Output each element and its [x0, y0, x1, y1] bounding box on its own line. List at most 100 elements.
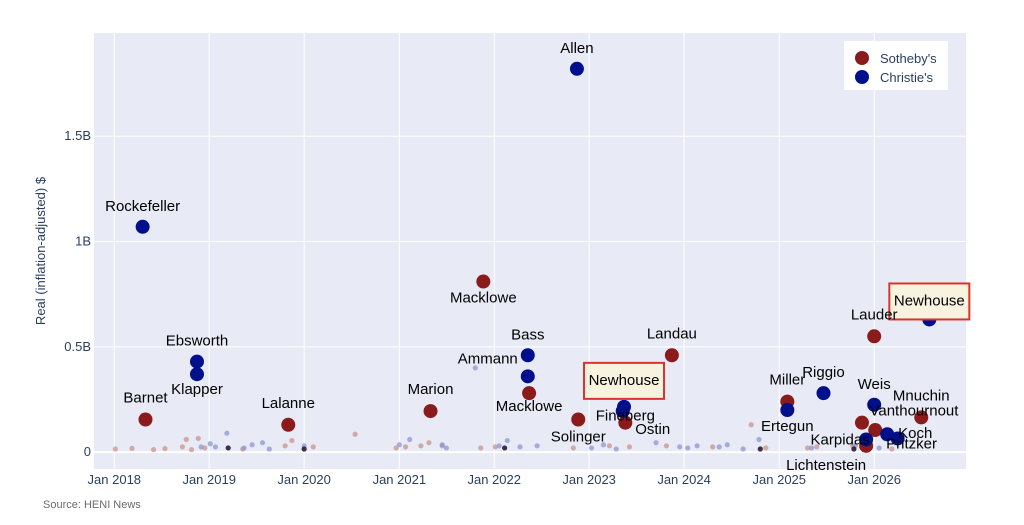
minor-point: [685, 445, 691, 451]
minor-point: [179, 444, 186, 450]
minor-point: [606, 443, 613, 449]
point-label: Marion: [408, 381, 454, 398]
x-tick-label: Jan 2024: [657, 472, 711, 487]
minor-point: [301, 446, 307, 452]
x-tick-label: Jan 2018: [88, 472, 142, 487]
minor-point: [492, 444, 498, 450]
point-label: Ostin: [635, 421, 670, 438]
x-tick-label: Jan 2025: [753, 472, 807, 487]
minor-point: [600, 442, 607, 448]
minor-point: [112, 446, 118, 452]
y-tick-label: 0.5B: [64, 339, 91, 354]
legend-label: Christie's: [880, 70, 934, 85]
legend-marker: [855, 70, 869, 84]
minor-point: [517, 444, 523, 450]
minor-point: [402, 444, 409, 450]
data-point: [618, 415, 633, 430]
source-note: Source: HENI News: [43, 499, 141, 511]
y-axis-title: Real (inflation-adjusted) $: [33, 176, 48, 325]
minor-point: [310, 444, 316, 450]
legend-marker: [855, 51, 869, 65]
minor-point: [162, 445, 168, 452]
data-point: [890, 431, 905, 446]
data-point: [867, 397, 882, 412]
minor-point: [677, 444, 683, 450]
minor-point: [814, 444, 820, 450]
point-label: Mnuchin: [893, 387, 950, 404]
minor-point: [502, 445, 508, 451]
point-label: Barnet: [123, 390, 168, 407]
legend: Sotheby's Christie's: [844, 41, 948, 90]
y-tick-label: 1.5B: [64, 128, 91, 143]
x-tick-label: Jan 2026: [847, 472, 901, 487]
minor-point: [241, 445, 247, 451]
minor-point: [225, 445, 231, 451]
point-label: Fineberg: [596, 408, 655, 425]
point-label: Macklowe: [496, 398, 563, 415]
data-point: [615, 404, 630, 419]
minor-point: [653, 440, 659, 446]
x-tick-label: Jan 2021: [373, 472, 427, 487]
minor-point: [472, 365, 478, 371]
minor-point: [805, 445, 811, 451]
minor-point: [212, 444, 219, 450]
point-label: Ammann: [458, 350, 518, 367]
minor-point: [443, 445, 449, 451]
minor-point: [724, 442, 730, 448]
point-label: Newhouse: [589, 372, 660, 389]
minor-point: [808, 445, 815, 451]
minor-point: [282, 443, 288, 449]
point-label: Macklowe: [450, 290, 517, 307]
minor-point: [396, 442, 402, 448]
point-label: Rockefeller: [105, 198, 180, 215]
data-point: [138, 412, 153, 427]
minor-point: [439, 442, 445, 448]
minor-point: [851, 446, 857, 452]
minor-point: [740, 446, 746, 452]
highlight-boxes: [583, 282, 971, 400]
point-label: Bass: [511, 326, 544, 343]
minor-point: [289, 437, 295, 444]
minor-point: [426, 440, 432, 446]
point-label: Lalanne: [262, 395, 315, 412]
data-point: [189, 367, 204, 382]
x-tick-label: Jan 2023: [562, 472, 616, 487]
data-point: [135, 219, 150, 234]
data-point: [780, 403, 795, 418]
legend-label: Sotheby's: [880, 51, 937, 66]
point-label: Vanthournout: [869, 403, 959, 420]
minor-point: [129, 445, 135, 451]
minor-point: [183, 436, 189, 443]
minor-point: [756, 436, 762, 443]
data-point: [522, 386, 537, 401]
data-point: [281, 417, 296, 432]
data-point: [569, 61, 584, 76]
x-tick-labels: Jan 2018 Jan 2019 Jan 2020 Jan 2021 Jan 2022…: [88, 472, 901, 487]
data-point: [867, 329, 882, 344]
minor-point: [418, 443, 424, 449]
point-label: Ertegun: [761, 418, 814, 435]
minor-point: [763, 445, 769, 451]
minor-point: [259, 440, 266, 446]
minor-point: [266, 446, 272, 452]
x-tick-label: Jan 2022: [467, 472, 521, 487]
minor-point: [889, 446, 895, 452]
point-label: Riggio: [802, 364, 845, 381]
data-point: [520, 369, 535, 384]
minor-point: [478, 445, 484, 451]
point-label: Klapper: [171, 381, 223, 398]
data-point: [854, 415, 869, 430]
minor-point: [716, 444, 722, 450]
point-label: Miller: [769, 372, 805, 389]
highlight-box: [583, 361, 666, 400]
y-tick-label: 1B: [75, 234, 91, 249]
point-label: Lauder: [851, 306, 898, 323]
minor-point: [588, 445, 595, 451]
minor-point: [249, 442, 255, 448]
minor-points: [112, 365, 895, 453]
data-point: [571, 412, 586, 427]
minor-point: [626, 444, 633, 450]
x-tick-label: Jan 2019: [182, 472, 236, 487]
